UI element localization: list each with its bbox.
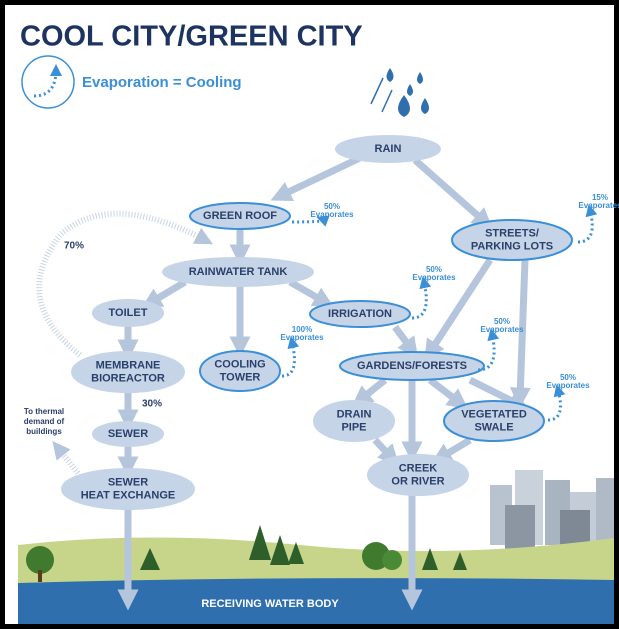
landscape	[18, 470, 614, 624]
node-label: RAINWATER TANK	[189, 266, 288, 278]
flow-arrow	[412, 157, 493, 229]
node-label: TOILET	[109, 307, 148, 319]
node-shape	[92, 421, 164, 447]
node-shape	[339, 351, 485, 381]
legend-circle	[21, 55, 75, 109]
note: buildings	[26, 427, 62, 436]
flow-arrow	[270, 154, 362, 201]
evaporation-text: Evaporates	[280, 333, 324, 342]
node-label: STREETS/	[485, 227, 539, 239]
node-label: GARDENS/FORESTS	[357, 360, 467, 372]
title: COOL CITY/GREEN CITY	[20, 21, 363, 53]
flow-label: 70%	[64, 241, 84, 252]
node-shape	[443, 400, 545, 442]
water-body-label: RECEIVING WATER BODY	[201, 598, 339, 610]
node-shape	[92, 299, 164, 327]
flow-arrow	[140, 278, 187, 309]
node-label: IRRIGATION	[328, 308, 392, 320]
node-shape	[189, 202, 291, 230]
flow-arrow	[392, 324, 419, 359]
node-shape	[162, 257, 314, 287]
evaporation-text: Evaporates	[412, 273, 456, 282]
evaporation-percent: 50%	[426, 265, 442, 274]
node-label: SEWER	[108, 476, 148, 488]
evaporation-text: Evaporates	[310, 210, 354, 219]
node-label: MEMBRANE	[96, 359, 161, 371]
arrows	[117, 154, 531, 611]
note: To thermal	[24, 407, 64, 416]
node-label: GREEN ROOF	[203, 210, 277, 222]
flow-arrow	[509, 259, 531, 409]
evaporation-text: Evaporates	[546, 381, 590, 390]
node-shape	[367, 454, 469, 496]
node-label: SEWER	[108, 428, 148, 440]
flow-arrow	[288, 278, 335, 308]
node-label: PARKING LOTS	[471, 240, 553, 252]
node-shape	[199, 350, 281, 392]
evaporation-percent: 50%	[494, 317, 510, 326]
flow-arrow	[424, 258, 493, 361]
evaporation-icon	[291, 215, 330, 227]
node-label: COOLING	[214, 358, 265, 370]
node-label: TOWER	[220, 371, 261, 383]
evaporation-text: Evaporates	[480, 325, 524, 334]
evaporation-percent: 15%	[592, 193, 608, 202]
node-label: DRAIN	[337, 408, 372, 420]
flow-arrow	[351, 377, 388, 407]
flow-arrow	[468, 376, 530, 410]
legend-icon	[33, 64, 62, 98]
node-label: VEGETATED	[461, 408, 527, 420]
flow-arrow	[372, 437, 400, 466]
flow-label: 30%	[142, 399, 162, 410]
evaporation-percent: 100%	[292, 325, 312, 334]
node-label: PIPE	[341, 421, 366, 433]
node-label: OR RIVER	[391, 475, 444, 487]
node-label: BIOREACTOR	[91, 372, 165, 384]
node-label: RAIN	[375, 143, 402, 155]
node-label: CREEK	[399, 462, 438, 474]
evaporation-icon	[281, 336, 300, 378]
node-shape	[309, 300, 411, 328]
node-label: HEAT EXCHANGE	[81, 489, 176, 501]
legend-label: Evaporation = Cooling	[82, 74, 242, 91]
node-shape	[61, 468, 195, 510]
evaporation-text: Evaporates	[578, 201, 619, 210]
node-shape	[451, 219, 573, 261]
flow-arrow	[430, 436, 472, 464]
node-label: SWALE	[474, 421, 513, 433]
evaporation-icon	[577, 204, 598, 244]
node-shape	[71, 351, 185, 393]
note: demand of	[24, 417, 65, 426]
node-shape	[313, 400, 395, 442]
rain-icon	[370, 68, 429, 117]
node-shape	[335, 135, 441, 163]
evaporation-percent: 50%	[324, 202, 340, 211]
evaporation-percent: 50%	[560, 373, 576, 382]
flow-arrow	[427, 377, 469, 410]
